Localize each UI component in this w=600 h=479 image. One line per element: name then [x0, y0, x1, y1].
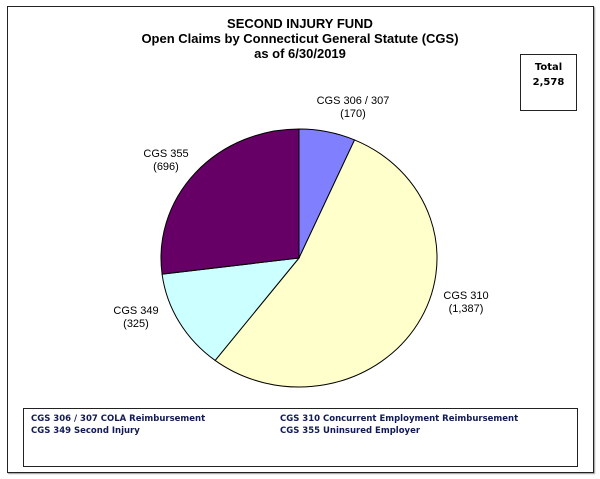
slice-label-306-307: CGS 306 / 307 (170)	[316, 95, 390, 120]
slice-label-349: CGS 349 (325)	[113, 305, 159, 330]
legend: CGS 306 / 307 COLA Reimbursement CGS 310…	[23, 408, 578, 467]
legend-item: CGS 306 / 307 COLA Reimbursement	[31, 414, 206, 424]
pie-slice-3	[160, 128, 300, 275]
chart-frame	[7, 6, 594, 473]
legend-item: CGS 355 Uninsured Employer	[280, 426, 421, 436]
chart-subtitle: Open Claims by Connecticut General Statu…	[141, 31, 459, 46]
total-value: 2,578	[532, 77, 565, 88]
pie-slice-1	[214, 139, 438, 388]
slice-label-355: CGS 355 (696)	[143, 148, 189, 173]
total-box: Total 2,578	[520, 54, 577, 111]
chart-date: as of 6/30/2019	[254, 46, 346, 61]
total-label: Total	[534, 62, 563, 73]
legend-item: CGS 310 Concurrent Employment Reimbursem…	[280, 414, 519, 424]
pie-slice-2	[161, 257, 301, 362]
legend-item: CGS 349 Second Injury	[31, 426, 140, 436]
chart-title: SECOND INJURY FUND	[227, 16, 373, 31]
slice-label-310: CGS 310 (1,387)	[443, 290, 489, 315]
